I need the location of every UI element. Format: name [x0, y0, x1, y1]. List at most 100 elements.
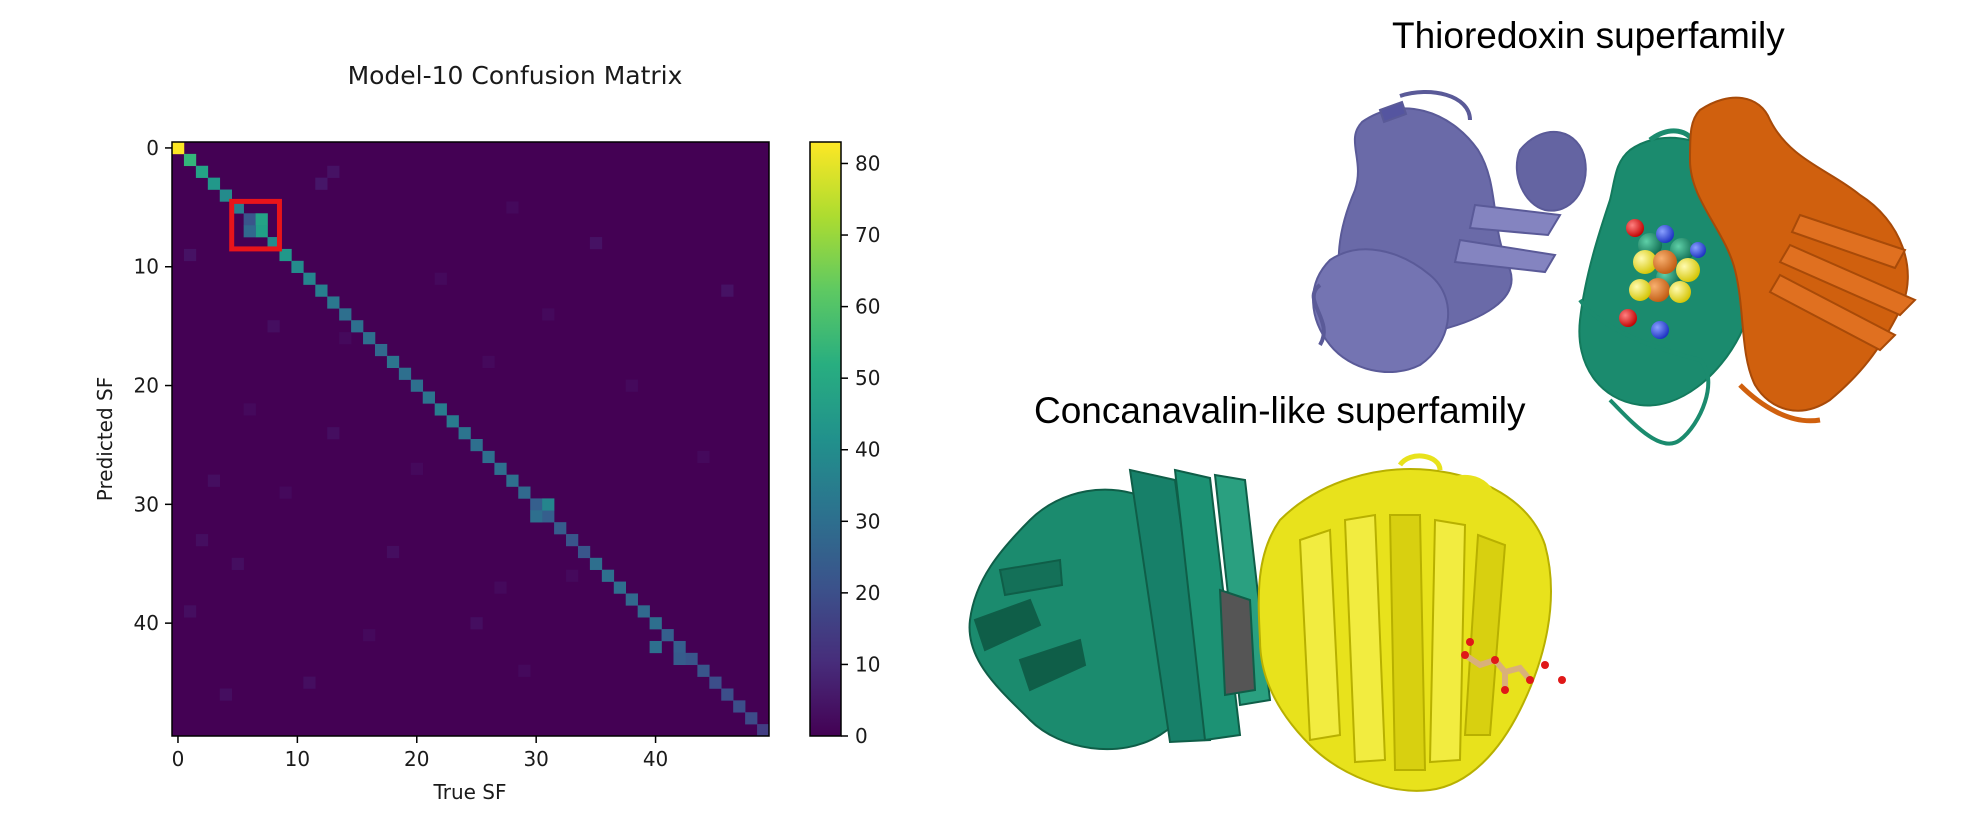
heatmap-cell-diagonal	[398, 367, 412, 380]
heatmap-cell-diagonal	[733, 700, 746, 713]
heatmap-cells	[172, 142, 770, 737]
heatmap-cell-diagonal	[255, 225, 268, 238]
heatmap-cell-diagonal	[231, 201, 244, 214]
heatmap-cell-diagonal	[577, 545, 591, 559]
heatmap-cell	[339, 332, 352, 345]
heatmap-cell	[315, 177, 328, 190]
concanavalin-domain-yellow	[1257, 453, 1552, 792]
heatmap-cell	[589, 237, 603, 250]
heatmap-cell-diagonal	[410, 379, 424, 392]
heatmap-cell-diagonal	[709, 676, 722, 689]
heatmap-cell-diagonal	[494, 462, 507, 475]
heatmap-cell	[410, 462, 424, 475]
heatmap-cell-diagonal	[219, 189, 232, 202]
heatmap-cell-diagonal	[506, 474, 519, 487]
colorbar-tick-label: 0	[855, 724, 868, 748]
heatmap-cell	[327, 427, 340, 440]
thioredoxin-ligand	[1619, 219, 1706, 339]
colorbar-tick-label: 30	[855, 509, 880, 533]
heatmap-cell-diagonal	[482, 450, 495, 464]
y-tick-label: 10	[134, 255, 159, 279]
heatmap-cell	[255, 213, 268, 226]
heatmap-cell	[195, 534, 209, 547]
heatmap-cell-diagonal	[434, 403, 447, 416]
heatmap-cell-diagonal	[303, 272, 316, 285]
x-axis-ticks: 0 10 20 30 40	[172, 736, 668, 771]
concanavalin-ligand	[1461, 638, 1566, 694]
heatmap-cell	[518, 664, 531, 677]
x-tick-label: 20	[404, 747, 429, 771]
heatmap-cell-diagonal	[458, 427, 471, 440]
heatmap-cell	[506, 201, 519, 214]
heatmap-cell-diagonal	[530, 498, 543, 511]
heatmap-cell	[649, 640, 662, 654]
heatmap-cell-diagonal	[327, 296, 340, 309]
heatmap-cell-diagonal	[673, 640, 686, 654]
heatmap-cell-diagonal	[363, 332, 376, 345]
heatmap-cell	[386, 545, 400, 559]
x-tick-label: 40	[643, 747, 668, 771]
heatmap-cell	[183, 248, 197, 262]
heatmap-cell-diagonal	[183, 153, 197, 167]
heatmap-cell-diagonal	[601, 569, 615, 582]
heatmap-cell	[303, 676, 316, 689]
heatmap-cell-diagonal	[661, 629, 674, 642]
heatmap-cell	[243, 403, 256, 416]
heatmap-cell	[530, 510, 543, 523]
heatmap-cell	[542, 308, 555, 321]
heatmap-cell-diagonal	[697, 664, 710, 677]
colorbar-tick-label: 60	[855, 295, 880, 319]
thioredoxin-title: Thioredoxin superfamily	[1392, 15, 1785, 56]
heatmap-cell	[183, 605, 197, 618]
colorbar-tick-label: 80	[855, 151, 880, 175]
heatmap-cell-diagonal	[757, 724, 770, 737]
concanavalin-structure	[968, 453, 1566, 792]
heatmap-cell	[207, 474, 221, 487]
heatmap-cell-diagonal	[649, 617, 662, 630]
heatmap-cell	[494, 581, 507, 594]
heatmap-cell-diagonal	[279, 248, 292, 262]
heatmap-cell-diagonal	[745, 712, 758, 725]
heatmap-cell	[470, 617, 483, 630]
heatmap-cell	[482, 355, 495, 369]
y-tick-label: 0	[146, 136, 159, 160]
heatmap-frame	[171, 141, 770, 737]
heatmap-cell	[231, 557, 244, 570]
heatmap-cell	[625, 379, 638, 392]
heatmap-cell	[243, 225, 256, 238]
concanavalin-domain-green	[968, 468, 1272, 751]
concanavalin-title: Concanavalin-like superfamily	[1034, 390, 1526, 431]
heatmap-cell-diagonal	[470, 439, 483, 452]
heatmap-cell-diagonal	[685, 652, 698, 666]
y-tick-label: 20	[134, 374, 159, 398]
chart-title: Model-10 Confusion Matrix	[348, 61, 683, 90]
x-axis-label: True SF	[432, 780, 506, 804]
heatmap-cell	[219, 688, 232, 701]
colorbar	[809, 141, 842, 737]
colorbar-tick-label: 70	[855, 223, 880, 247]
colorbar-tick-label: 20	[855, 581, 880, 605]
heatmap-cell	[363, 629, 376, 642]
heatmap-cell	[566, 569, 579, 582]
heatmap-cell-diagonal	[589, 557, 603, 570]
heatmap-cell	[434, 272, 447, 285]
heatmap-cell-diagonal	[315, 284, 328, 297]
x-tick-label: 30	[523, 747, 548, 771]
heatmap-cell	[542, 498, 555, 511]
heatmap-cell-diagonal	[339, 308, 352, 321]
heatmap-cell	[697, 450, 710, 464]
thioredoxin-domain-slate	[1311, 90, 1587, 373]
y-tick-label: 40	[134, 611, 159, 635]
heatmap-cell-diagonal	[566, 534, 579, 547]
highlight-box	[229, 198, 282, 252]
colorbar-tick-label: 10	[855, 652, 880, 676]
heatmap-cell-diagonal	[446, 415, 459, 428]
heatmap-cell	[267, 320, 280, 333]
heatmap-cell	[327, 165, 340, 178]
heatmap-cell-diagonal	[518, 486, 531, 499]
colorbar-ticks: 0 10 20 30 40 50 60 70 80	[841, 151, 880, 748]
heatmap-cell-diagonal	[243, 213, 256, 226]
thioredoxin-structure	[1311, 90, 1917, 446]
heatmap-cell-diagonal	[637, 605, 650, 618]
